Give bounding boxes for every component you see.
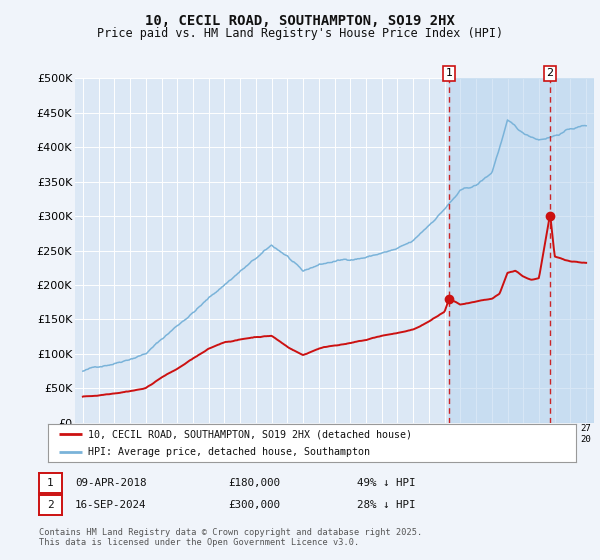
Text: Contains HM Land Registry data © Crown copyright and database right 2025.
This d: Contains HM Land Registry data © Crown c… [39, 528, 422, 547]
Text: 1: 1 [445, 68, 452, 78]
Text: Price paid vs. HM Land Registry's House Price Index (HPI): Price paid vs. HM Land Registry's House … [97, 27, 503, 40]
Text: 10, CECIL ROAD, SOUTHAMPTON, SO19 2HX: 10, CECIL ROAD, SOUTHAMPTON, SO19 2HX [145, 14, 455, 28]
Bar [449, 78, 594, 423]
Text: £180,000: £180,000 [228, 478, 280, 488]
Text: 49% ↓ HPI: 49% ↓ HPI [357, 478, 415, 488]
Text: HPI: Average price, detached house, Southampton: HPI: Average price, detached house, Sout… [88, 447, 370, 457]
Text: 10, CECIL ROAD, SOUTHAMPTON, SO19 2HX (detached house): 10, CECIL ROAD, SOUTHAMPTON, SO19 2HX (d… [88, 429, 412, 439]
Text: 2: 2 [547, 68, 554, 78]
Text: £300,000: £300,000 [228, 500, 280, 510]
Text: 28% ↓ HPI: 28% ↓ HPI [357, 500, 415, 510]
Text: 1: 1 [47, 478, 54, 488]
Text: 16-SEP-2024: 16-SEP-2024 [75, 500, 146, 510]
Text: 09-APR-2018: 09-APR-2018 [75, 478, 146, 488]
Text: 2: 2 [47, 500, 54, 510]
